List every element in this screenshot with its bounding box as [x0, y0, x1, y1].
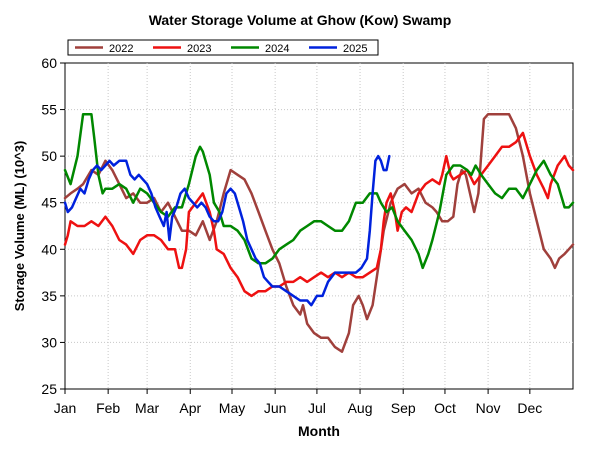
legend-label-2025: 2025	[343, 43, 367, 55]
y-tick-label: 25	[41, 381, 57, 397]
y-tick-label: 50	[41, 148, 57, 164]
series-lines	[63, 112, 575, 353]
x-tick-label: Jun	[264, 400, 287, 416]
y-tick-label: 30	[41, 334, 57, 350]
x-tick-label: Nov	[476, 400, 501, 416]
y-tick-label: 55	[41, 102, 57, 118]
plot-area	[64, 62, 574, 390]
x-tick-label: Apr	[179, 400, 201, 416]
legend-label-2022: 2022	[109, 43, 133, 55]
x-tick-label: Jul	[308, 400, 326, 416]
chart-title: Water Storage Volume at Ghow (Kow) Swamp	[149, 12, 452, 28]
y-axis-label: Storage Volume (ML) (10^3)	[12, 141, 27, 312]
legend-box	[67, 39, 379, 56]
gridlines	[65, 63, 573, 389]
y-tick-label: 40	[41, 241, 57, 257]
legend: 2022 2023 2024 2025	[67, 39, 379, 56]
x-tick-label: Feb	[96, 400, 120, 416]
x-tick-label: Jan	[54, 400, 77, 416]
y-tick-label: 60	[41, 55, 57, 71]
y-tick-label: 35	[41, 288, 57, 304]
series-line-2023	[63, 131, 575, 298]
x-tick-label: Sep	[391, 400, 416, 416]
x-tick-label: Mar	[135, 400, 159, 416]
x-tick-label: Oct	[434, 400, 456, 416]
legend-label-2024: 2024	[265, 43, 289, 55]
legend-label-2023: 2023	[187, 43, 211, 55]
x-tick-label: May	[219, 400, 245, 416]
x-tick-label: Dec	[517, 400, 542, 416]
series-line-2024	[63, 112, 575, 270]
series-line-2025	[63, 154, 391, 307]
x-tick-label: Aug	[348, 400, 373, 416]
axes: 25 30 35 40 45 50 55 60 Jan Feb Mar Apr May Jun Jul Aug…	[41, 55, 542, 416]
y-tick-label: 45	[41, 195, 57, 211]
x-axis-label: Month	[298, 423, 340, 439]
